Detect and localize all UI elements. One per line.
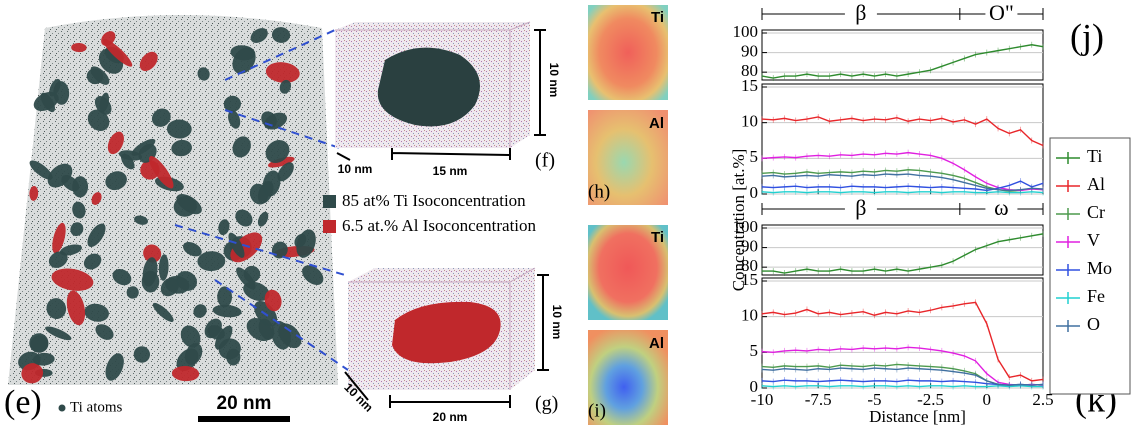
y-tick-label: 10 xyxy=(741,112,758,131)
box-f xyxy=(335,22,546,160)
box-g xyxy=(345,268,549,408)
phase-label: β xyxy=(855,0,866,25)
map-label: Al xyxy=(649,335,664,352)
series-line xyxy=(762,192,1043,193)
legend-text: 85 at% Ti Isoconcentration xyxy=(342,191,526,210)
phase-label: O" xyxy=(989,0,1014,25)
legend-marker xyxy=(59,405,66,412)
series-line xyxy=(762,386,1043,387)
y-tick-label: 90 xyxy=(741,236,758,255)
legend-text: 6.5 at.% Al Isoconcentration xyxy=(342,216,537,235)
series-line xyxy=(762,364,1043,385)
dim-label: 10 nm xyxy=(338,162,373,176)
dim-label: 15 nm xyxy=(433,164,468,178)
dim-label: 10 nm xyxy=(550,305,564,340)
series-line xyxy=(762,45,1043,78)
panel-label: (i) xyxy=(588,400,606,421)
phase-label: ω xyxy=(994,195,1008,220)
plot-frame xyxy=(762,84,1043,194)
legend-swatch xyxy=(323,220,336,233)
series-line xyxy=(762,117,1043,146)
x-tick-label: 2.5 xyxy=(1032,390,1053,409)
panel-label: (h) xyxy=(588,181,610,202)
y-tick-label: 100 xyxy=(733,217,759,236)
panel-label: (g) xyxy=(535,393,558,415)
y-tick-label: 0 xyxy=(750,183,759,202)
y-tick-label: 15 xyxy=(741,270,758,289)
panel-label: (f) xyxy=(535,150,555,172)
y-tick-label: 90 xyxy=(741,41,758,60)
legend-label: Al xyxy=(1087,174,1105,194)
y-tick-label: 100 xyxy=(733,22,759,41)
legend-text: Ti atoms xyxy=(70,399,123,415)
legend-label: O xyxy=(1087,314,1100,334)
series-line xyxy=(762,181,1043,190)
y-tick-label: 15 xyxy=(741,76,758,95)
legend-swatch xyxy=(323,195,336,208)
dim-label: 20 nm xyxy=(433,410,468,424)
phase-label: β xyxy=(855,195,866,220)
dim-label: 10 nm xyxy=(547,63,561,98)
legend-label: Fe xyxy=(1087,286,1105,306)
map-label: Al xyxy=(649,115,664,132)
y-tick-label: 10 xyxy=(741,306,758,325)
panel-label: (e) xyxy=(4,384,42,421)
legend-label: Ti xyxy=(1087,146,1102,166)
plot-frame xyxy=(762,278,1043,388)
x-tick-label: -10 xyxy=(751,390,774,409)
x-tick-label: 0 xyxy=(983,390,992,409)
panel-label: (j) xyxy=(1070,16,1104,56)
legend-label: Mo xyxy=(1087,258,1112,278)
y-tick-label: 5 xyxy=(750,147,759,166)
x-axis-label: Distance [nm] xyxy=(869,407,966,426)
y-tick-label: 5 xyxy=(750,341,759,360)
x-tick-label: -7.5 xyxy=(805,390,832,409)
map-label: Ti xyxy=(651,229,664,246)
scale-bar xyxy=(198,416,290,422)
figure: (e) Ti atoms 20 nm 10 nm 10 nm 15 nm (f)… xyxy=(0,0,1133,430)
map-label: Ti xyxy=(651,9,664,26)
legend-label: V xyxy=(1087,230,1100,250)
scale-label: 20 nm xyxy=(217,393,272,414)
legend-label: Cr xyxy=(1087,202,1105,222)
